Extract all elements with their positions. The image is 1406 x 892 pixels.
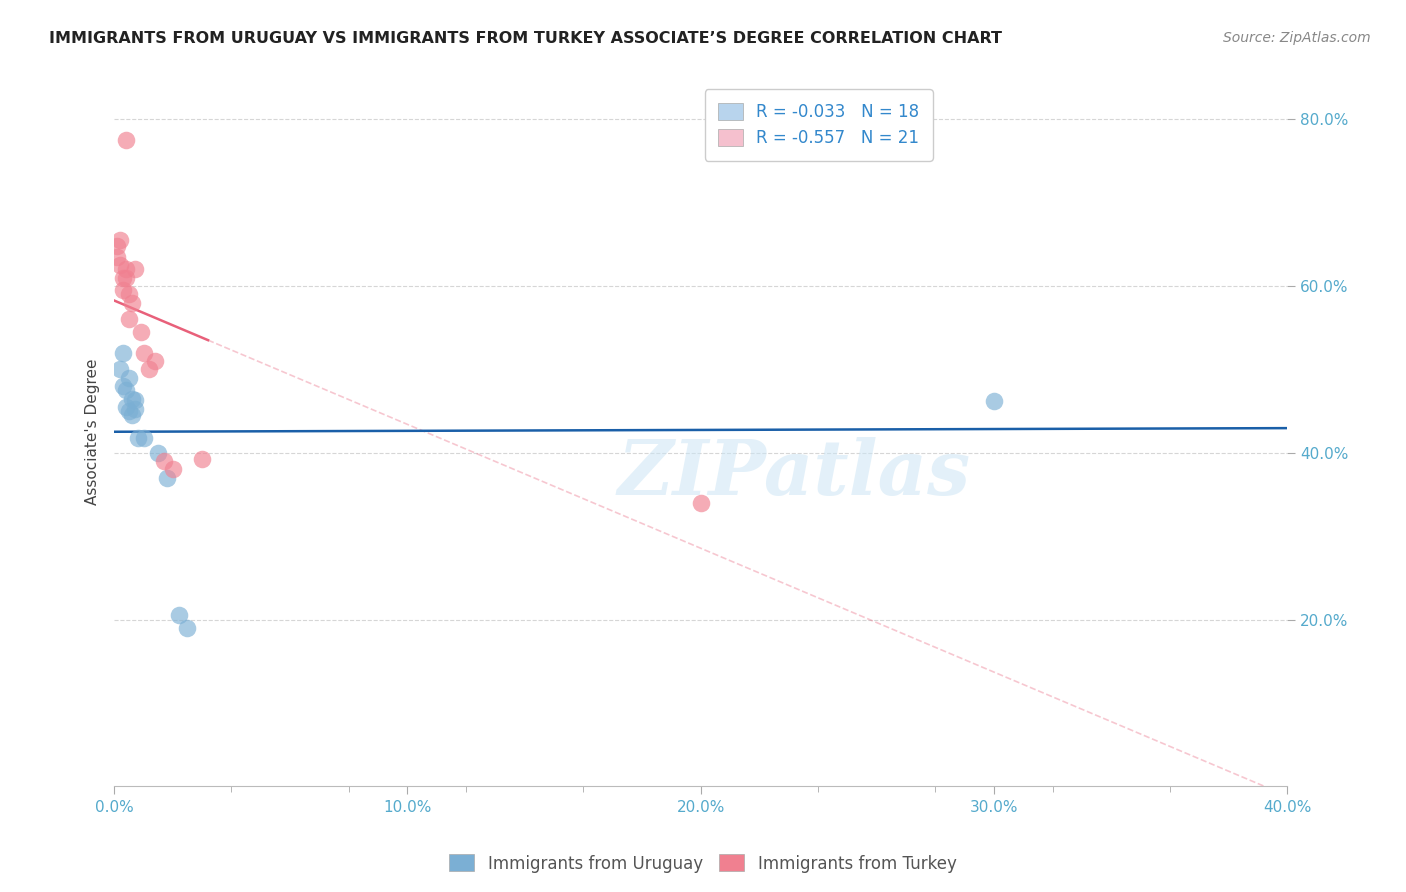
Point xyxy=(111,270,134,285)
Point xyxy=(115,383,138,397)
Point xyxy=(105,250,128,264)
Legend: R = -0.033   N = 18, R = -0.557   N = 21: R = -0.033 N = 18, R = -0.557 N = 21 xyxy=(704,89,932,161)
Point xyxy=(132,431,155,445)
Point xyxy=(983,394,1005,409)
Point xyxy=(121,392,143,406)
Point xyxy=(118,404,141,418)
Point xyxy=(118,370,141,384)
Point xyxy=(124,402,146,417)
Point xyxy=(167,608,190,623)
Point xyxy=(138,362,160,376)
Point xyxy=(121,408,143,422)
Point xyxy=(115,270,138,285)
Point xyxy=(176,621,198,635)
Point xyxy=(105,239,128,253)
Point xyxy=(132,345,155,359)
Point xyxy=(115,400,138,414)
Point xyxy=(689,496,711,510)
Point xyxy=(111,283,134,297)
Text: Source: ZipAtlas.com: Source: ZipAtlas.com xyxy=(1223,31,1371,45)
Text: ZIPatlas: ZIPatlas xyxy=(617,437,972,511)
Point xyxy=(115,262,138,277)
Point xyxy=(191,452,214,467)
Point xyxy=(111,345,134,359)
Point xyxy=(108,258,131,272)
Legend: Immigrants from Uruguay, Immigrants from Turkey: Immigrants from Uruguay, Immigrants from… xyxy=(443,847,963,880)
Point xyxy=(111,379,134,393)
Point xyxy=(115,133,138,147)
Text: IMMIGRANTS FROM URUGUAY VS IMMIGRANTS FROM TURKEY ASSOCIATE’S DEGREE CORRELATION: IMMIGRANTS FROM URUGUAY VS IMMIGRANTS FR… xyxy=(49,31,1002,46)
Point xyxy=(156,471,179,485)
Point xyxy=(118,312,141,326)
Y-axis label: Associate's Degree: Associate's Degree xyxy=(86,359,100,505)
Point xyxy=(118,287,141,301)
Point xyxy=(127,431,149,445)
Point xyxy=(108,233,131,247)
Point xyxy=(129,325,152,339)
Point xyxy=(108,362,131,376)
Point xyxy=(124,262,146,277)
Point xyxy=(162,462,184,476)
Point xyxy=(153,454,176,468)
Point xyxy=(124,393,146,408)
Point xyxy=(143,354,166,368)
Point xyxy=(146,446,169,460)
Point xyxy=(121,295,143,310)
